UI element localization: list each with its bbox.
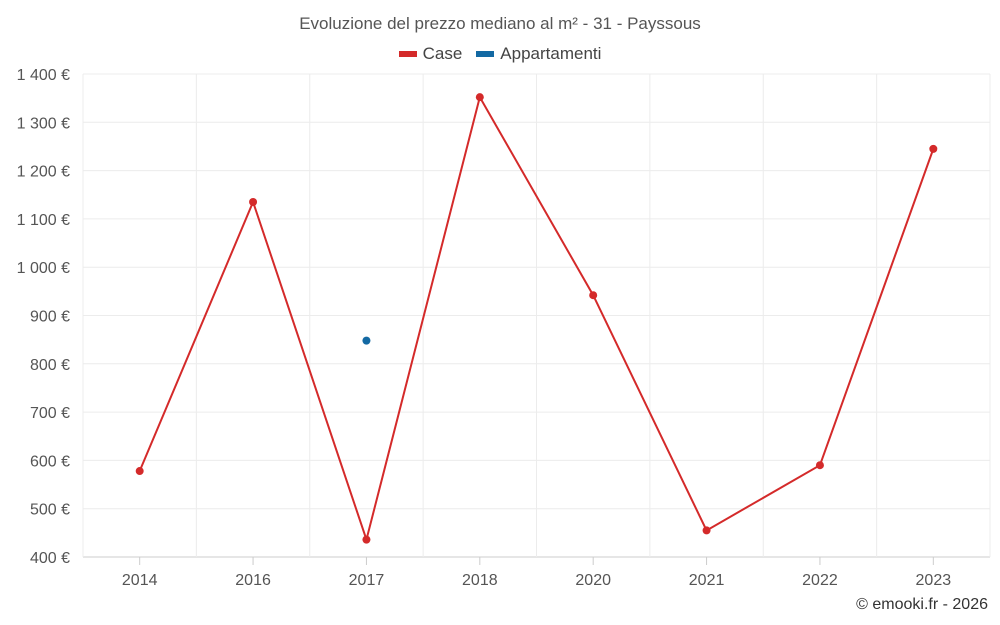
y-tick-label: 400 €: [30, 550, 70, 567]
data-point-appartamenti: [362, 336, 371, 345]
y-tick-label: 700 €: [30, 405, 70, 422]
legend-swatch-case: [398, 51, 417, 57]
y-tick-label: 1 400 €: [17, 67, 70, 84]
legend-swatch-appartamenti: [476, 51, 495, 57]
data-point-case: [589, 291, 598, 300]
credit-text: © emooki.fr - 2026: [856, 596, 988, 613]
chart-legend: Case Appartamenti: [0, 44, 1000, 64]
data-point-case: [702, 526, 711, 535]
y-tick-label: 1 000 €: [17, 260, 70, 277]
chart-title: Evoluzione del prezzo mediano al m² - 31…: [299, 14, 701, 33]
x-tick-label: 2016: [235, 572, 271, 589]
legend-item-case[interactable]: Case: [398, 44, 463, 64]
data-point-case: [815, 461, 824, 470]
data-point-case: [362, 535, 371, 544]
series-line-case: [138, 94, 935, 544]
data-point-case: [929, 144, 938, 153]
x-tick-label: 2021: [689, 572, 725, 589]
y-tick-label: 1 300 €: [17, 115, 70, 132]
data-point-case: [249, 197, 258, 206]
legend-label-case: Case: [422, 44, 463, 63]
x-tick-label: 2023: [916, 572, 952, 589]
y-tick-label: 1 200 €: [17, 164, 70, 181]
y-tick-label: 600 €: [30, 453, 70, 470]
y-tick-label: 900 €: [30, 309, 70, 326]
legend-item-appartamenti[interactable]: Appartamenti: [476, 44, 601, 64]
y-tick-label: 1 100 €: [17, 212, 70, 229]
data-point-case: [475, 93, 484, 102]
data-point-case: [135, 467, 144, 476]
legend-label-appartamenti: Appartamenti: [500, 44, 602, 63]
x-tick-label: 2022: [802, 572, 838, 589]
y-tick-label: 500 €: [30, 502, 70, 519]
x-tick-label: 2017: [349, 572, 385, 589]
x-tick-label: 2020: [575, 572, 611, 589]
x-tick-label: 2018: [462, 572, 498, 589]
x-tick-label: 2014: [122, 572, 158, 589]
y-tick-label: 800 €: [30, 357, 70, 374]
